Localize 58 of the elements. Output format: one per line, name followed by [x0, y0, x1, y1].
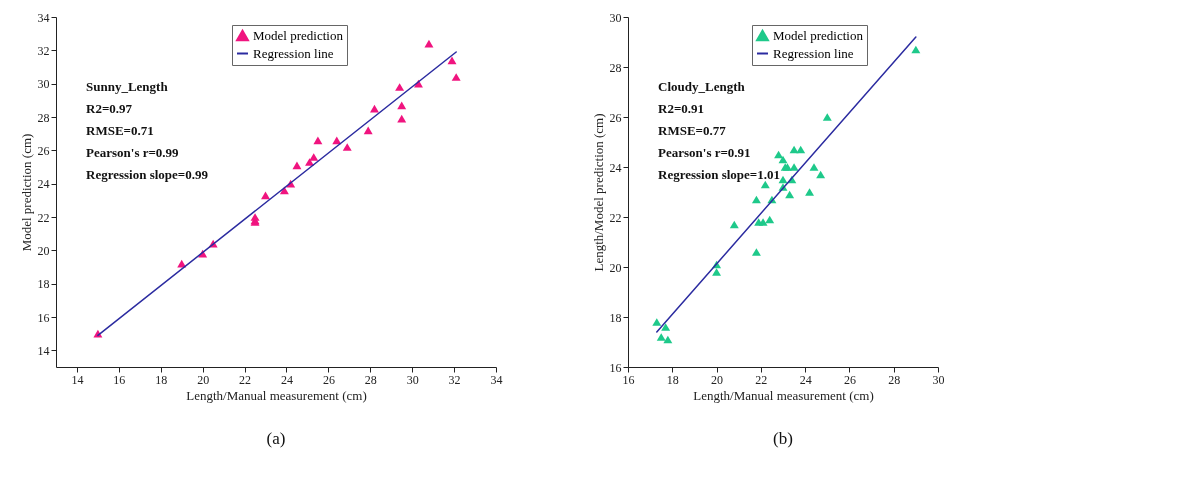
x-tick-label: 32 — [448, 372, 461, 387]
y-tick-label: 28 — [37, 110, 50, 125]
x-tick-label: 24 — [799, 372, 812, 387]
x-tick-label: 18 — [666, 372, 679, 387]
y-tick-label: 32 — [37, 43, 50, 58]
x-tick-label: 26 — [322, 372, 335, 387]
y-axis-title: Length/Model prediction (cm) — [590, 113, 606, 272]
annotation: Regression slope=0.99 — [86, 167, 209, 182]
y-axis-title: Model prediction (cm) — [18, 133, 34, 252]
annotation: Pearson's r=0.99 — [86, 145, 180, 160]
x-tick-label: 20 — [711, 372, 724, 387]
y-tick-label: 24 — [609, 160, 622, 175]
text: (b) — [773, 429, 793, 448]
y-tick-label: 20 — [37, 243, 50, 258]
x-tick-label: 26 — [843, 372, 856, 387]
y-tick-label: 22 — [609, 210, 622, 225]
y-tick-label: 16 — [609, 360, 622, 375]
y-tick-label: 18 — [37, 277, 50, 292]
legend-label: Model prediction — [253, 27, 344, 43]
x-tick-label: 28 — [364, 372, 377, 387]
legend-label: Model prediction — [773, 27, 864, 43]
annotation: RMSE=0.77 — [658, 123, 727, 138]
y-tick-label: 22 — [37, 210, 50, 225]
y-tick-label: 26 — [609, 110, 622, 125]
x-tick-label: 14 — [71, 372, 84, 387]
x-tick-label: 30 — [932, 372, 945, 387]
y-tick-label: 20 — [609, 260, 622, 275]
annotation: R2=0.97 — [86, 101, 133, 116]
legend-label: Regression line — [253, 45, 334, 61]
y-tick-label: 16 — [37, 310, 50, 325]
annotation: R2=0.91 — [658, 101, 705, 116]
y-tick-label: 18 — [609, 310, 622, 325]
y-tick-label: 14 — [37, 343, 50, 358]
x-tick-label: 34 — [490, 372, 503, 387]
x-tick-label: 18 — [155, 372, 168, 387]
y-tick-label: 30 — [609, 10, 622, 25]
x-tick-label: 16 — [622, 372, 635, 387]
legend-label: Regression line — [773, 45, 854, 61]
x-tick-label: 30 — [406, 372, 419, 387]
y-tick-label: 26 — [37, 143, 50, 158]
y-tick-label: 28 — [609, 60, 622, 75]
y-tick-label: 30 — [37, 77, 50, 92]
annotation: Regression slope=1.01 — [658, 167, 781, 182]
x-tick-label: 28 — [888, 372, 901, 387]
x-tick-label: 22 — [755, 372, 768, 387]
x-tick-label: 24 — [280, 372, 293, 387]
x-tick-label: 16 — [113, 372, 126, 387]
annotation: Cloudy_Length — [658, 79, 746, 94]
y-tick-label: 34 — [37, 10, 50, 25]
x-tick-label: 20 — [197, 372, 210, 387]
annotation: Pearson's r=0.91 — [658, 145, 751, 160]
annotation: Sunny_Length — [86, 79, 169, 94]
y-tick-label: 24 — [37, 177, 50, 192]
text: (a) — [266, 429, 286, 448]
x-axis-title: Length/Manual measurement (cm) — [186, 387, 367, 403]
annotation: RMSE=0.71 — [86, 123, 154, 138]
x-tick-label: 22 — [239, 372, 252, 387]
x-axis-title: Length/Manual measurement (cm) — [693, 387, 874, 403]
